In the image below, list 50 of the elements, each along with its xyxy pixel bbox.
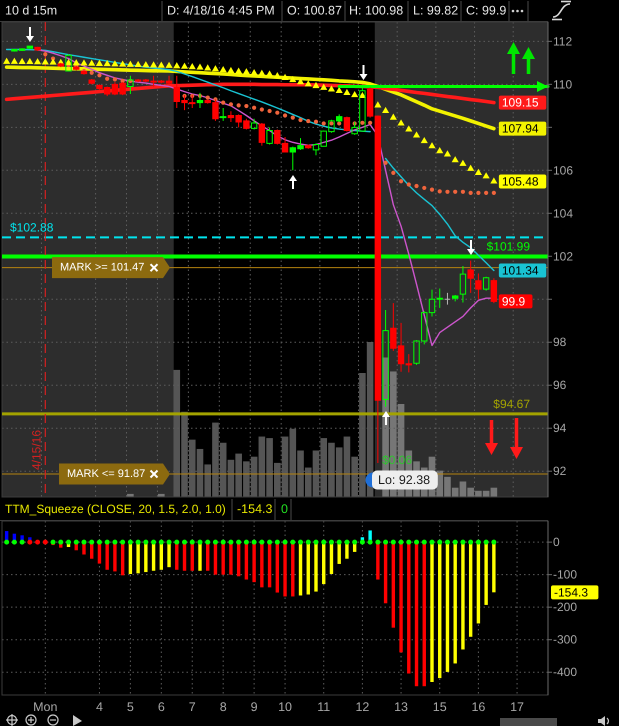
y-tick-label: -400	[553, 665, 578, 680]
data-label: 109.15	[502, 96, 539, 110]
y-tick-label: 92	[553, 464, 567, 478]
x-tick-label: 15	[432, 700, 447, 714]
x-tick-label: Mon	[33, 700, 58, 714]
data-label: 101.34	[502, 263, 539, 278]
x-tick-label: 5	[126, 700, 134, 714]
y-tick-label: 112	[553, 34, 572, 48]
data-label: 105.48	[502, 174, 539, 188]
annotation: Lo: 92.38	[378, 473, 430, 487]
ref-line-label: $101.99	[486, 239, 530, 254]
chart-title: TTM_Squeeze (CLOSE, 20, 1.5, 2.0, 1.0)	[5, 502, 226, 516]
x-tick-label: 10	[278, 700, 292, 714]
x-tick-label: 7	[188, 700, 196, 714]
y-tick-label: 104	[553, 206, 574, 220]
text: D: 4/18/16 4:45 PM	[167, 4, 275, 18]
y-tick-label: 98	[553, 335, 567, 350]
ref-line-label: MARK >= 101.47	[60, 262, 144, 274]
text: O: 100.87	[287, 4, 342, 18]
chart-title: 10 d 15m	[5, 4, 58, 18]
y-tick-label: 110	[553, 77, 572, 92]
y-tick-label: -300	[553, 632, 578, 647]
x-tick-label: 6	[158, 700, 165, 714]
text: 99.9	[502, 294, 526, 308]
y-tick-label: -200	[553, 600, 578, 614]
y-tick-label: 106	[553, 163, 574, 178]
y-tick-label: -100	[553, 568, 578, 582]
text: H: 100.98	[349, 4, 404, 18]
y-tick-label: 96	[553, 378, 567, 392]
text: C: 99.9	[466, 4, 506, 18]
ref-line-label: MARK <= 91.87	[67, 468, 146, 480]
data-label: 107.94	[502, 122, 539, 136]
text: -154.3	[554, 585, 588, 600]
x-tick-label: 16	[471, 700, 486, 714]
x-tick-label: 4	[96, 700, 103, 714]
ref-line-label: $102.88	[10, 220, 54, 234]
x-tick-label: 12	[355, 700, 370, 714]
text: -154.3	[237, 502, 272, 516]
text: 0	[281, 502, 288, 516]
ref-line-label: $94.67	[493, 396, 530, 411]
y-tick-label: 94	[553, 421, 567, 436]
y-tick-label: 0	[553, 535, 560, 550]
ref-line-label: 4/15/16	[29, 430, 44, 470]
text: L: 99.82	[413, 4, 458, 18]
x-tick-label: 13	[394, 700, 408, 714]
y-tick-label: 102	[553, 249, 574, 264]
x-tick-label: 9	[250, 700, 258, 714]
x-tick-label: 8	[220, 700, 227, 714]
x-tick-label: 11	[317, 700, 330, 714]
x-tick-label: 17	[510, 700, 524, 714]
